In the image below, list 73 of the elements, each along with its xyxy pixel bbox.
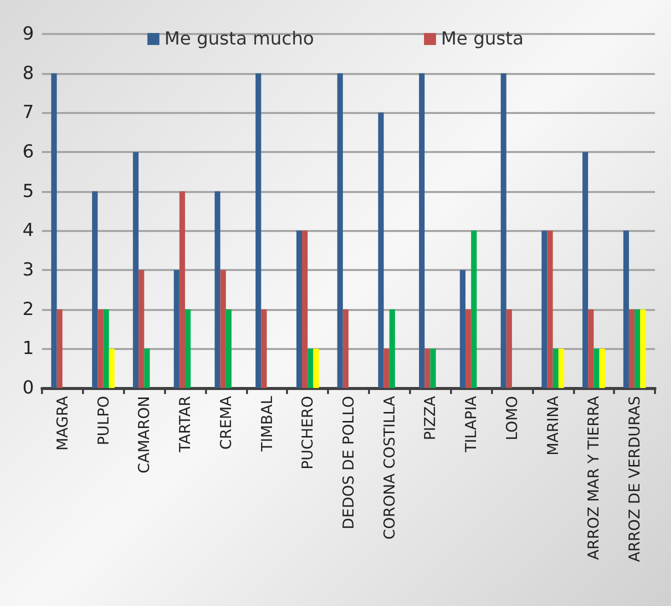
x-tick-label: TIMBAL [258,395,276,452]
bar [628,309,635,388]
bar [179,191,186,388]
x-tick-label: DEDOS DE POLLO [340,396,358,530]
x-tick-label: TILAPIA [462,395,480,454]
bar [634,309,640,388]
x-tick-label: CORONA COSTILLA [380,395,398,540]
bar [465,309,472,388]
x-tick-label: ARROZ MAR Y TIERRA [584,395,603,560]
bar [430,348,436,388]
x-tick-label: LOMO [502,396,521,440]
x-tick-label: PUCHERO [298,396,317,470]
y-tick-label: 4 [22,220,34,242]
bar [384,348,390,388]
bar [547,230,553,388]
bar [418,73,425,388]
bar [92,191,98,388]
bar [378,112,384,388]
y-tick-label: 2 [22,298,34,320]
bar [552,348,558,388]
x-tick-label: TARTAR [176,396,194,454]
bar [56,309,62,388]
x-tick-label: CAMARON [135,396,154,474]
bar [51,73,57,388]
x-tick-label: MARINA [544,395,562,456]
bar [460,270,466,388]
bar [103,309,109,388]
bar [174,270,180,388]
legend-label: Me gusta [440,28,524,50]
bar [471,230,477,388]
bar [220,270,226,388]
bar [296,230,302,388]
x-tick-label: CREMA [216,395,235,450]
bar [337,73,343,388]
bar [389,309,395,388]
bar [623,230,629,388]
bar [132,152,139,388]
y-tick-label: 7 [22,102,34,124]
bar [342,309,348,388]
bar [108,348,115,388]
bar [98,309,104,388]
x-tick-label: PIZZA [421,395,440,440]
bar [558,348,564,388]
bar [542,230,548,388]
bar [214,191,220,388]
y-tick-label: 0 [22,378,34,398]
y-tick-label: 6 [22,142,34,162]
x-tick-label: MAGRA [53,395,72,451]
y-tick-label: 1 [22,338,34,360]
bar [144,348,150,388]
x-tick-label: ARROZ DE VERDURAS [626,396,644,562]
bar [500,73,506,388]
bar [308,348,314,388]
bar [424,348,430,388]
x-tick-label: PULPO [94,396,112,446]
y-tick-label: 5 [22,180,34,202]
y-tick-label: 9 [22,24,34,44]
bar [313,348,319,388]
bar [588,309,594,388]
bar [261,309,267,388]
bar [506,309,512,388]
bar [582,152,588,388]
y-tick-label: 8 [22,62,34,84]
bar [185,309,191,388]
bar [226,309,232,388]
bar [138,270,144,388]
bar [599,348,605,388]
y-tick-label: 3 [22,260,34,280]
bar [640,309,646,388]
bar [302,230,308,388]
bar [256,73,262,388]
legend-label: Me gusta mucho [164,28,314,50]
bar [594,348,600,388]
